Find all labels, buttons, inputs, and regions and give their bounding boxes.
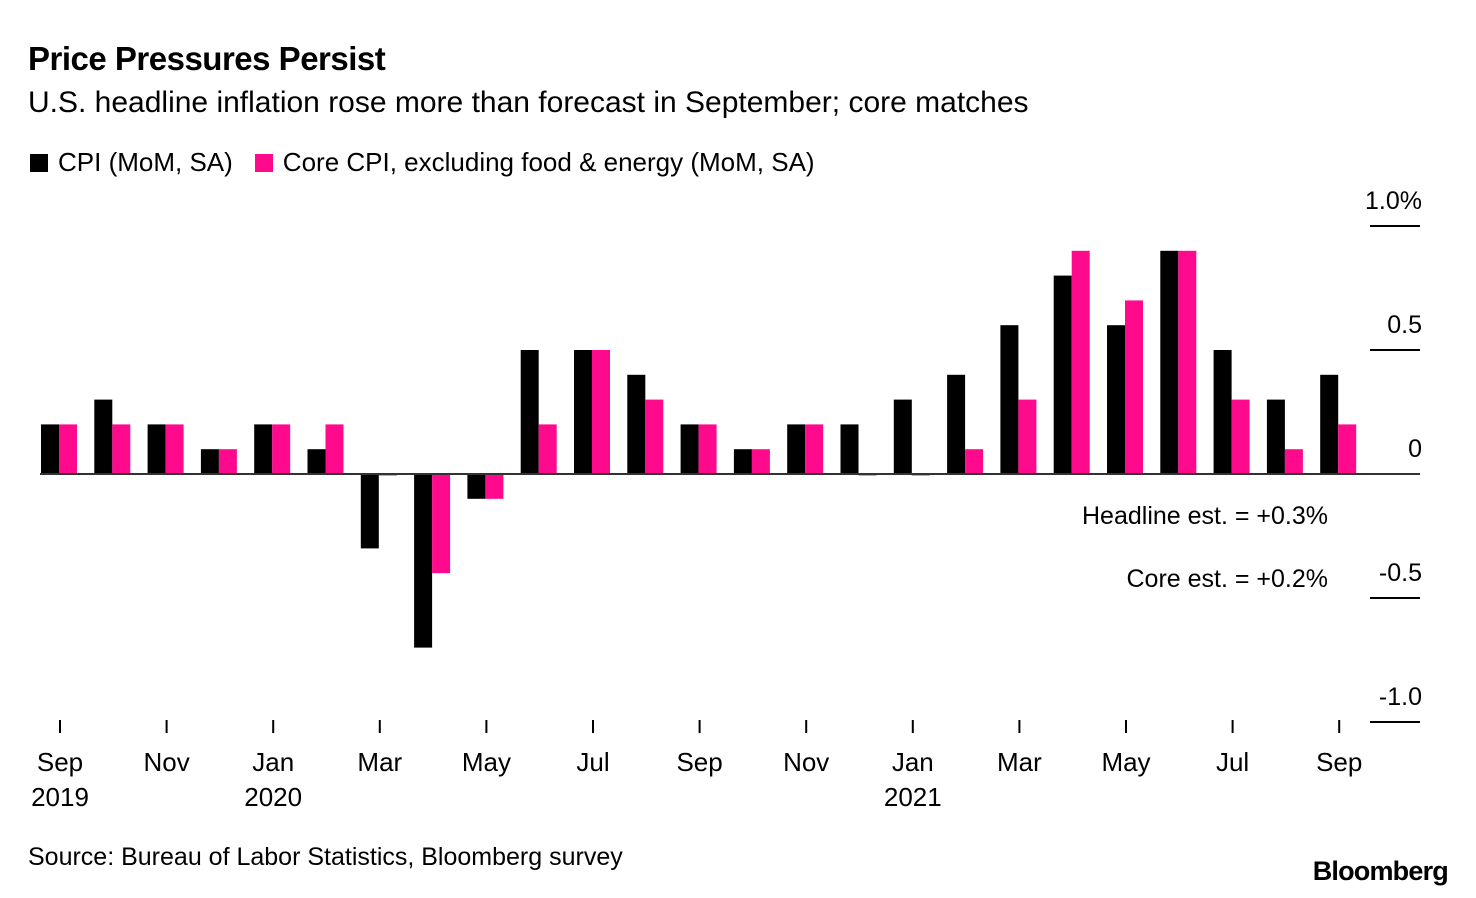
x-tick-label-month-1: Nov [143,747,189,777]
bar-core-22 [1231,399,1250,474]
source-note: Source: Bureau of Labor Statistics, Bloo… [28,843,623,871]
bar-cpi-5 [307,449,326,474]
bar-core-2 [165,424,184,474]
bar-core-3 [218,449,237,474]
chart-title: Price Pressures Persist [28,40,386,77]
bar-cpi-20 [1107,325,1125,474]
legend: CPI (MoM, SA) Core CPI, excluding food &… [30,147,837,178]
bar-core-14 [805,424,824,474]
legend-swatch-cpi [30,153,48,172]
bar-core-24 [1338,424,1357,474]
x-tick-label-month-7: Nov [783,747,829,777]
bar-core-0 [59,424,77,474]
bar-cpi-0 [41,424,59,474]
bar-core-17 [965,449,984,474]
y-tick-label-3: -0.5 [1379,559,1422,587]
bar-core-4 [272,424,291,474]
bar-cpi-14 [787,424,806,474]
bar-cpi-2 [147,424,166,474]
bar-cpi-7 [414,474,433,648]
bar-cpi-1 [94,399,113,474]
x-tick-label-month-9: Mar [997,747,1042,777]
bars-group [41,250,1357,648]
bar-cpi-9 [520,350,539,474]
bar-core-9 [538,424,557,474]
bar-cpi-16 [893,399,912,474]
y-tick-label-0: 1.0% [1365,187,1422,215]
y-tick-label-4: -1.0 [1379,683,1422,711]
x-tick-label-month-10: May [1101,747,1150,777]
bar-cpi-19 [1053,275,1072,474]
bar-cpi-24 [1320,374,1339,474]
bar-core-18 [1018,399,1037,474]
bar-core-5 [325,424,344,474]
x-tick-label-month-6: Sep [676,747,722,777]
x-tick-label-year-2: 2020 [244,782,302,812]
legend-label-core: Core CPI, excluding food & energy (MoM, … [282,147,815,177]
bar-core-12 [698,424,717,474]
bar-core-19 [1071,250,1090,474]
annotation-core-estimate: Core est. = +0.2% [1126,565,1328,593]
bar-cpi-17 [947,374,966,474]
x-tick-label-month-0: Sep [37,747,83,777]
x-tick-label-year-0: 2019 [31,782,89,812]
bar-core-13 [751,449,770,474]
bloomberg-logo: Bloomberg [1312,856,1449,886]
bar-cpi-12 [680,424,699,474]
bar-cpi-23 [1266,399,1285,474]
y-tick-label-1: 0.5 [1387,311,1422,339]
annotation-headline-estimate: Headline est. = +0.3% [1082,502,1328,530]
bar-cpi-3 [200,449,219,474]
chart-subtitle: U.S. headline inflation rose more than f… [28,86,1029,119]
x-axis: Sep 2019 Nov Jan 2020 Mar May Jul Sep Nov Jan 2021 M… [31,720,1362,812]
bar-cpi-18 [1000,325,1019,474]
legend-item-core: Core CPI, excluding food & energy (MoM, … [254,147,815,178]
legend-item-cpi: CPI (MoM, SA) [30,147,233,178]
legend-label-cpi: CPI (MoM, SA) [58,147,233,177]
x-tick-label-month-8: Jan [892,747,934,777]
x-tick-label-month-2: Jan [252,747,294,777]
bar-cpi-13 [733,449,752,474]
bar-cpi-15 [840,424,859,474]
bar-cpi-21 [1160,250,1179,474]
y-axis: 1.0% 0.5 0 -0.5 -1.0 [1365,187,1422,723]
bar-core-21 [1178,250,1197,474]
bar-core-11 [645,399,664,474]
x-tick-label-month-5: Jul [576,747,609,777]
x-tick-label-month-11: Jul [1216,747,1249,777]
x-tick-label-month-4: May [462,747,511,777]
bar-core-1 [112,424,131,474]
bar-cpi-8 [467,474,486,499]
x-tick-label-year-8: 2021 [884,782,942,812]
bar-core-23 [1284,449,1303,474]
y-tick-label-2: 0 [1408,435,1422,463]
bar-core-20 [1125,300,1143,474]
bar-core-10 [592,350,610,474]
bar-cpi-22 [1213,350,1232,474]
bar-cpi-11 [627,374,646,474]
x-tick-label-month-3: Mar [357,747,402,777]
bar-cpi-6 [360,474,379,549]
bar-core-7 [432,474,451,574]
legend-swatch-core [254,153,273,172]
bar-core-8 [485,474,504,499]
bar-cpi-4 [254,424,273,474]
x-tick-label-month-12: Sep [1316,747,1362,777]
bar-cpi-10 [574,350,592,474]
